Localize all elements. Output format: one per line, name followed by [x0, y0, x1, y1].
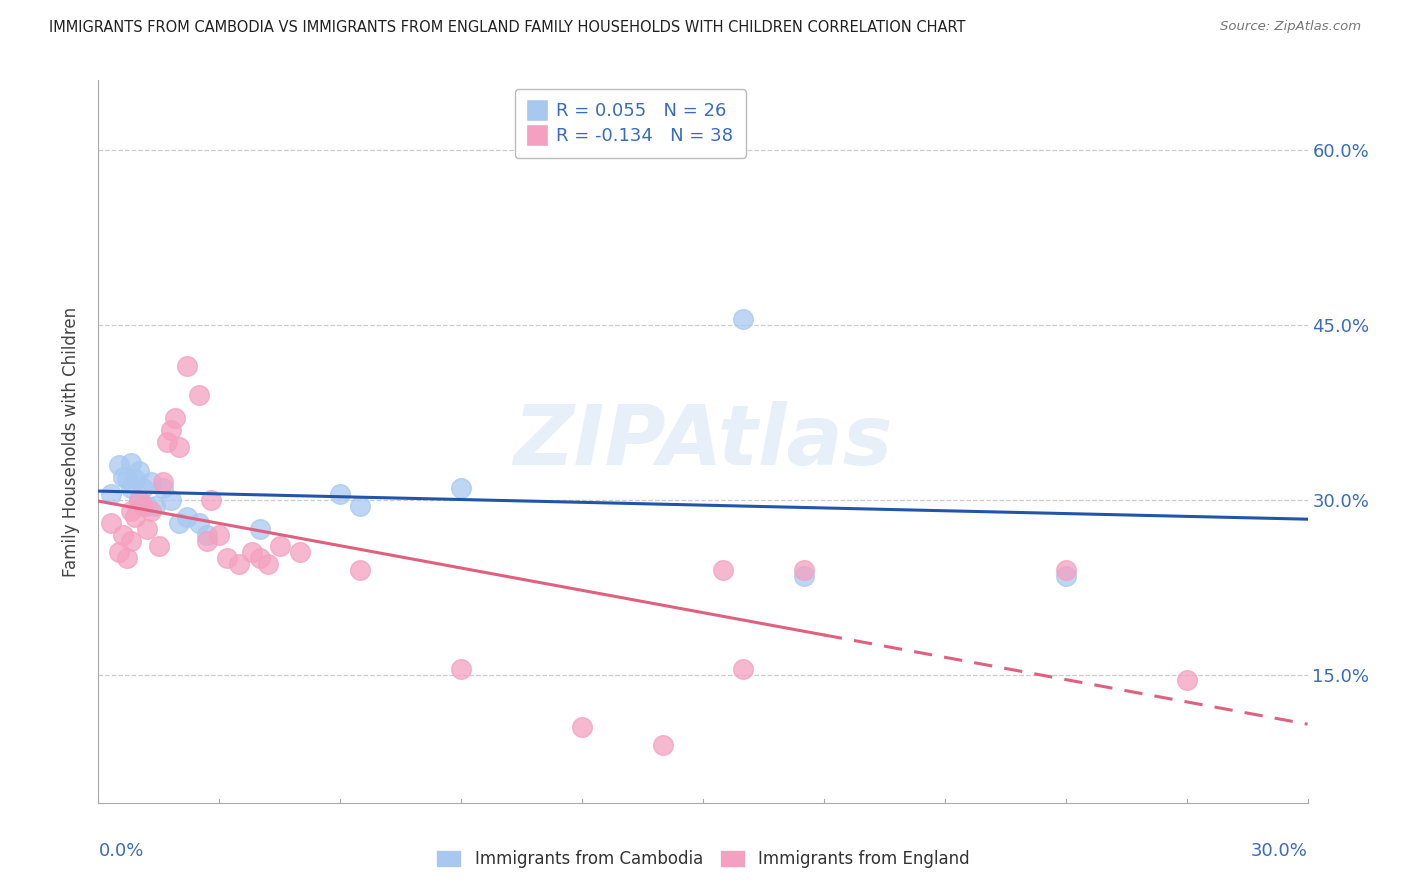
Point [176, 359, 198, 373]
Point [200, 492, 222, 507]
Point [135, 522, 157, 536]
Point [240, 545, 263, 559]
Point [148, 540, 170, 554]
Y-axis label: Family Households with Children: Family Households with Children [62, 307, 80, 576]
Point [120, 533, 142, 548]
Point [120, 504, 142, 518]
Point [651, 738, 673, 752]
Point [188, 388, 211, 402]
Point [571, 720, 593, 734]
Point [132, 481, 155, 495]
Point [711, 563, 734, 577]
Point [249, 551, 271, 566]
Point [156, 434, 179, 449]
Point [115, 551, 138, 566]
Point [120, 481, 142, 495]
Point [143, 499, 166, 513]
Point [124, 510, 146, 524]
Point [1175, 673, 1198, 688]
Point [733, 312, 755, 326]
Point [115, 472, 138, 486]
Text: IMMIGRANTS FROM CAMBODIA VS IMMIGRANTS FROM ENGLAND FAMILY HOUSEHOLDS WITH CHILD: IMMIGRANTS FROM CAMBODIA VS IMMIGRANTS F… [49, 20, 966, 35]
Point [288, 545, 311, 559]
Point [188, 516, 211, 530]
Point [128, 492, 150, 507]
Point [152, 475, 174, 490]
Point [450, 662, 472, 676]
Text: ZIPAtlas: ZIPAtlas [513, 401, 893, 482]
Point [349, 563, 371, 577]
Point [160, 492, 183, 507]
Point [167, 441, 190, 455]
Point [135, 499, 157, 513]
Point [167, 516, 190, 530]
Point [128, 464, 150, 478]
Legend: R = 0.055   N = 26, R = -0.134   N = 38: R = 0.055 N = 26, R = -0.134 N = 38 [515, 89, 747, 158]
Point [111, 469, 134, 483]
Point [100, 516, 122, 530]
Point [450, 481, 472, 495]
Point [124, 472, 146, 486]
Point [249, 522, 271, 536]
Text: Source: ZipAtlas.com: Source: ZipAtlas.com [1220, 20, 1361, 33]
Point [176, 510, 198, 524]
Point [107, 458, 129, 472]
Point [208, 528, 231, 542]
Point [163, 411, 186, 425]
Point [256, 557, 278, 571]
Legend: Immigrants from Cambodia, Immigrants from England: Immigrants from Cambodia, Immigrants fro… [430, 843, 976, 875]
Point [217, 551, 239, 566]
Point [152, 481, 174, 495]
Point [107, 545, 129, 559]
Point [1054, 568, 1077, 582]
Text: 30.0%: 30.0% [1251, 842, 1308, 860]
Point [228, 557, 250, 571]
Point [160, 423, 183, 437]
Point [132, 499, 155, 513]
Point [329, 487, 352, 501]
Point [100, 487, 122, 501]
Point [195, 533, 218, 548]
Point [349, 499, 371, 513]
Point [139, 475, 162, 490]
Point [269, 540, 291, 554]
Point [128, 492, 150, 507]
Point [139, 504, 162, 518]
Point [733, 662, 755, 676]
Point [793, 563, 815, 577]
Text: 0.0%: 0.0% [98, 842, 143, 860]
Point [111, 528, 134, 542]
Point [120, 456, 142, 470]
Point [793, 568, 815, 582]
Point [195, 528, 218, 542]
Point [1054, 563, 1077, 577]
